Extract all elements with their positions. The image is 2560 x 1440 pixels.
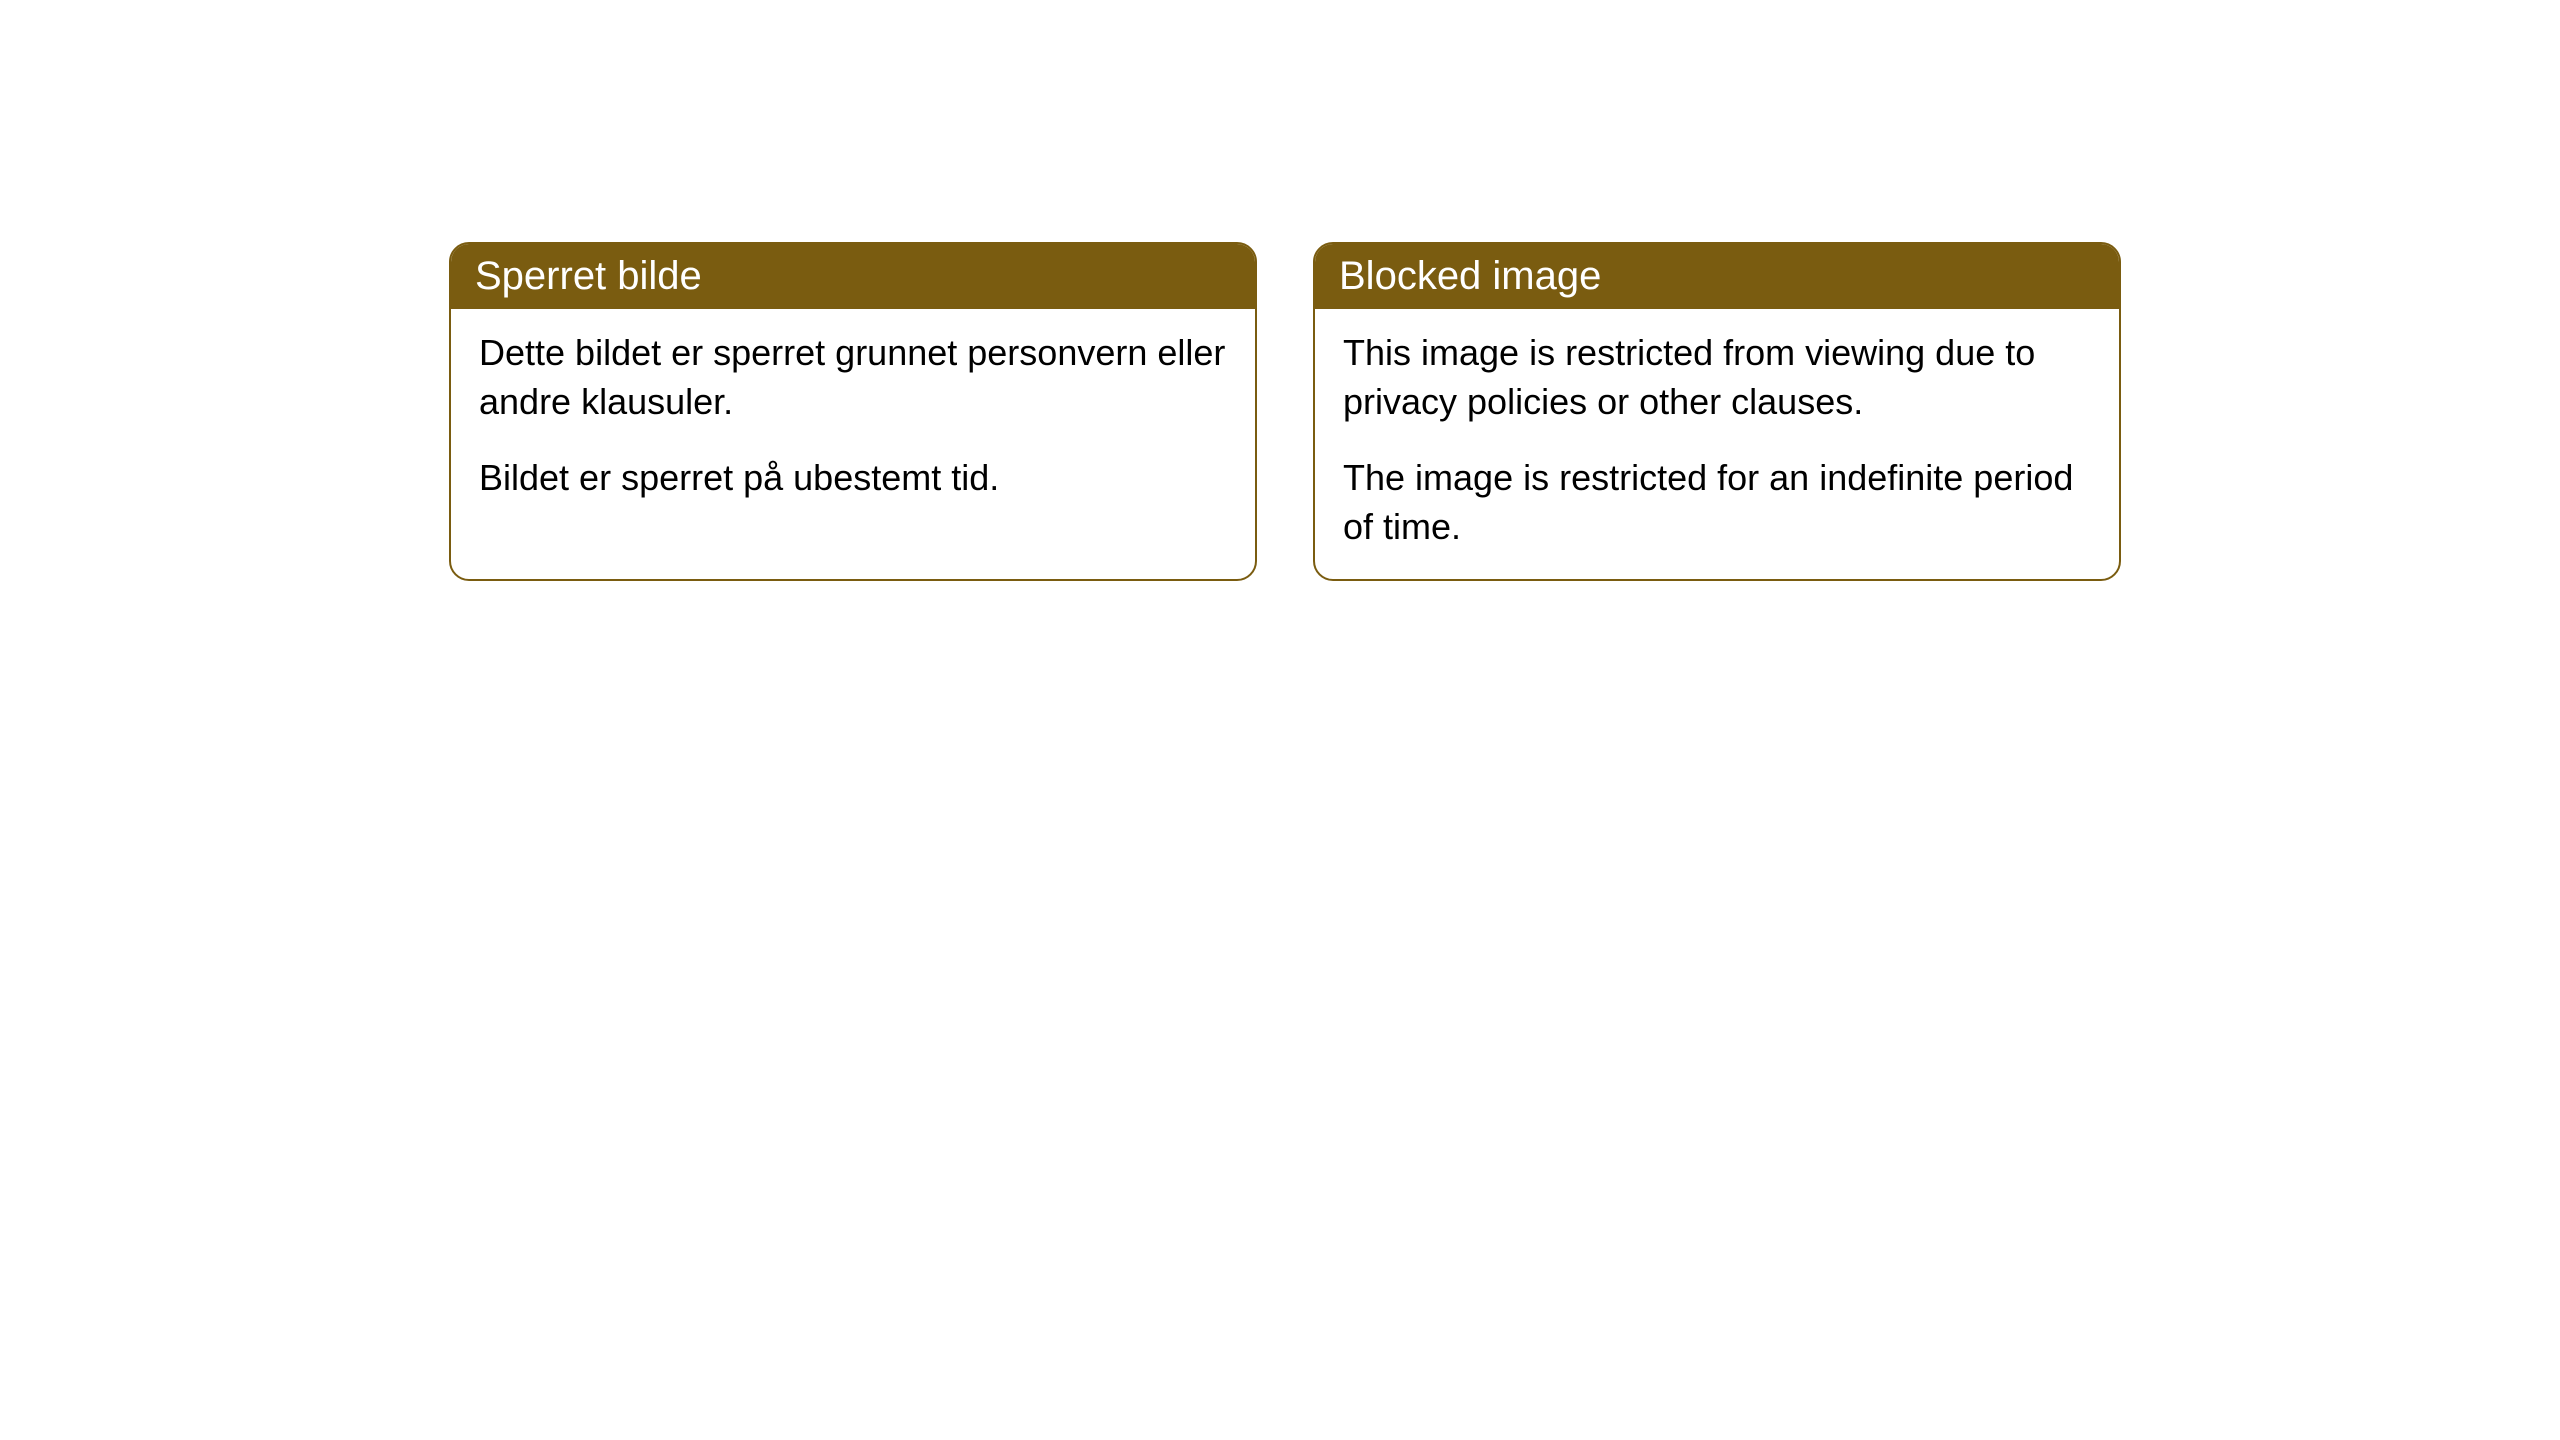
card-body-en: This image is restricted from viewing du… bbox=[1315, 309, 2119, 579]
notice-cards-container: Sperret bilde Dette bildet er sperret gr… bbox=[449, 242, 2121, 581]
card-text-en-1: This image is restricted from viewing du… bbox=[1343, 329, 2091, 426]
blocked-image-card-no: Sperret bilde Dette bildet er sperret gr… bbox=[449, 242, 1257, 581]
blocked-image-card-en: Blocked image This image is restricted f… bbox=[1313, 242, 2121, 581]
card-title-no: Sperret bilde bbox=[451, 244, 1255, 309]
card-text-no-1: Dette bildet er sperret grunnet personve… bbox=[479, 329, 1227, 426]
card-title-en: Blocked image bbox=[1315, 244, 2119, 309]
card-body-no: Dette bildet er sperret grunnet personve… bbox=[451, 309, 1255, 531]
card-text-no-2: Bildet er sperret på ubestemt tid. bbox=[479, 454, 1227, 503]
card-text-en-2: The image is restricted for an indefinit… bbox=[1343, 454, 2091, 551]
